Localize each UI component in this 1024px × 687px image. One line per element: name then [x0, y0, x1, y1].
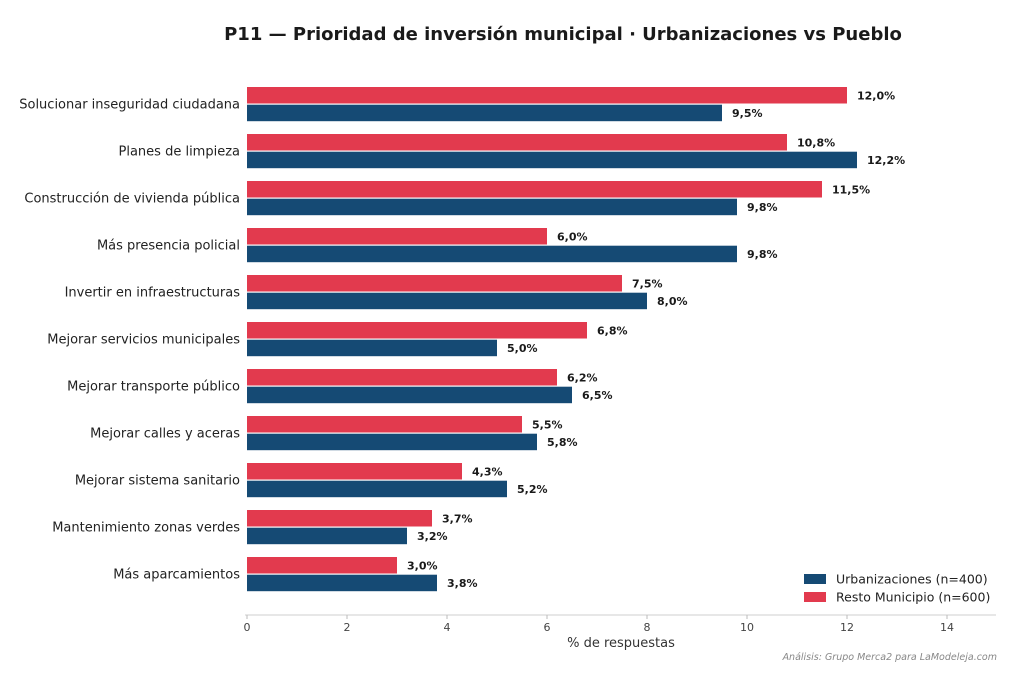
value-label: 7,5%: [632, 277, 663, 290]
value-label: 12,2%: [867, 154, 905, 167]
value-label: 9,5%: [732, 107, 763, 120]
x-tick-label: 0: [244, 621, 251, 634]
value-labels: 12,0% 9,5% 10,8% 12,2% 11,5% 9,8% 6,0% 9,8% 7,5%…: [407, 89, 905, 590]
category-label: Mejorar transporte público: [67, 380, 240, 395]
bar-urban-4: [247, 292, 647, 310]
category-label: Solucionar inseguridad ciudadana: [19, 98, 240, 113]
value-label: 8,0%: [657, 295, 688, 308]
category-label: Mejorar calles y aceras: [90, 427, 240, 442]
bar-urban-3: [247, 245, 737, 263]
category-label: Mantenimiento zonas verdes: [52, 521, 240, 536]
bars-layer: [247, 87, 857, 592]
bar-urban-8: [247, 480, 507, 498]
value-label: 5,0%: [507, 342, 538, 355]
value-label: 5,5%: [532, 418, 563, 431]
bar-resto-6: [247, 369, 557, 386]
value-label: 3,8%: [447, 577, 478, 590]
bar-resto-8: [247, 463, 462, 480]
legend-label: Resto Municipio (n=600): [836, 590, 990, 605]
bar-resto-9: [247, 510, 432, 527]
value-label: 9,8%: [747, 201, 778, 214]
category-label: Más presencia policial: [97, 239, 240, 254]
value-label: 3,0%: [407, 559, 438, 572]
legend: Urbanizaciones (n=400) Resto Municipio (n…: [804, 572, 990, 605]
x-tick-label: 8: [644, 621, 651, 634]
x-tick-label: 10: [740, 621, 754, 634]
x-tick-label: 4: [444, 621, 451, 634]
bar-resto-0: [247, 87, 847, 104]
bar-resto-5: [247, 322, 587, 339]
bar-urban-0: [247, 104, 722, 122]
value-label: 3,7%: [442, 512, 473, 525]
bar-urban-2: [247, 198, 737, 216]
bar-urban-9: [247, 527, 407, 545]
value-label: 11,5%: [832, 183, 870, 196]
value-label: 6,8%: [597, 324, 628, 337]
category-label: Mejorar servicios municipales: [47, 333, 240, 348]
value-label: 5,8%: [547, 436, 578, 449]
value-label: 3,2%: [417, 530, 448, 543]
category-label: Más aparcamientos: [113, 568, 240, 583]
category-label: Mejorar sistema sanitario: [75, 474, 240, 489]
credit-annotation: Análisis: Grupo Merca2 para LaModeleja.c…: [782, 652, 997, 663]
bar-resto-7: [247, 416, 522, 433]
x-tick-label: 6: [544, 621, 551, 634]
bar-resto-2: [247, 181, 822, 198]
bar-resto-1: [247, 134, 787, 151]
bar-resto-10: [247, 557, 397, 574]
x-axis-ticks: 0 2 4 6 8 10 12 14: [244, 615, 954, 634]
x-axis-title: % de respuestas: [567, 636, 675, 651]
bar-urban-10: [247, 574, 437, 592]
bar-urban-5: [247, 339, 497, 357]
bar-urban-1: [247, 151, 857, 169]
category-label: Construcción de vivienda pública: [24, 192, 240, 207]
bar-urban-7: [247, 433, 537, 451]
value-label: 4,3%: [472, 465, 503, 478]
legend-swatch: [804, 592, 826, 602]
value-label: 6,0%: [557, 230, 588, 243]
category-labels: Solucionar inseguridad ciudadana Planes d…: [19, 98, 240, 583]
value-label: 5,2%: [517, 483, 548, 496]
value-label: 6,5%: [582, 389, 613, 402]
legend-swatch: [804, 574, 826, 584]
value-label: 6,2%: [567, 371, 598, 384]
bar-urban-6: [247, 386, 572, 404]
value-label: 12,0%: [857, 89, 895, 102]
chart-title: P11 — Prioridad de inversión municipal ·…: [224, 24, 902, 45]
bar-resto-4: [247, 275, 622, 292]
bar-resto-3: [247, 228, 547, 245]
legend-label: Urbanizaciones (n=400): [836, 572, 988, 587]
x-tick-label: 2: [344, 621, 351, 634]
category-label: Invertir en infraestructuras: [65, 286, 241, 301]
value-label: 10,8%: [797, 136, 835, 149]
value-label: 9,8%: [747, 248, 778, 261]
x-tick-label: 12: [840, 621, 854, 634]
x-tick-label: 14: [940, 621, 954, 634]
category-label: Planes de limpieza: [119, 145, 240, 160]
